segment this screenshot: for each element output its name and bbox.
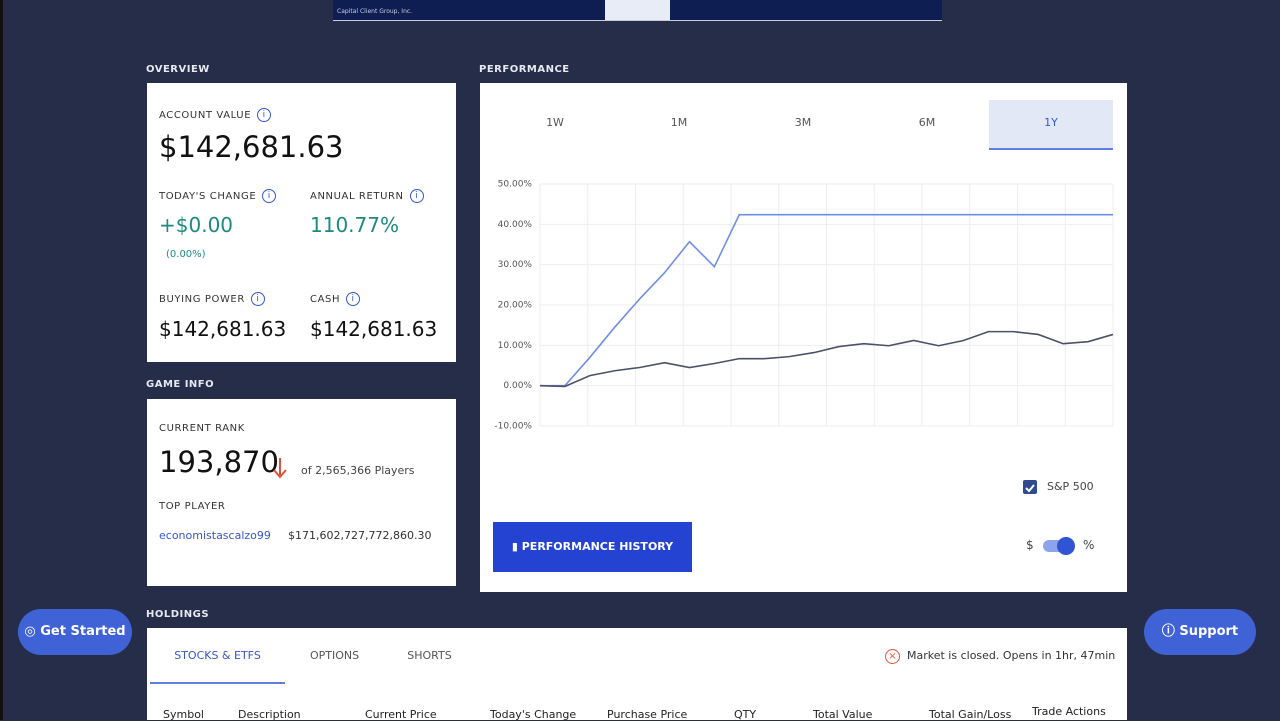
legend-label: S&P 500	[1047, 480, 1094, 493]
label: CASH i	[310, 292, 361, 306]
todays-change: +$0.00	[159, 213, 234, 237]
info-icon[interactable]: i	[409, 189, 424, 203]
info-icon[interactable]: i	[257, 108, 272, 122]
banner: Capital Client Group, Inc.	[333, 0, 942, 21]
y-tick-label: 50.00%	[498, 180, 533, 190]
column-header: Total Value	[813, 708, 873, 721]
range-tab[interactable]: 1Y	[989, 100, 1113, 150]
y-tick-label: 10.00%	[498, 341, 533, 351]
account-value: $142,681.63	[159, 130, 344, 164]
cash: $142,681.63	[310, 317, 438, 341]
y-tick-label: 40.00%	[498, 220, 533, 230]
top-player-value: $171,602,727,772,860.30	[288, 529, 432, 542]
column-header: Total Gain/Loss	[929, 708, 1012, 721]
market-status: Market is closed. Opens in 1hr, 47min	[907, 649, 1116, 662]
column-header: QTY	[734, 708, 757, 721]
range-tab[interactable]: 6M	[918, 116, 936, 129]
closed-icon: ×	[885, 649, 900, 664]
toggle-label: $	[1026, 538, 1034, 552]
y-tick-label: 0.00%	[503, 381, 532, 391]
button-text: Get Started	[40, 624, 126, 639]
performance-history-button[interactable]: ▮ PERFORMANCE HISTORY	[493, 522, 692, 572]
series-line	[540, 213, 1113, 387]
button-text: Support	[1179, 624, 1239, 639]
holdings-panel: STOCKS & ETFS OPTIONS SHORTS × Market is…	[147, 628, 1127, 721]
banner-image	[605, 0, 670, 20]
label-text: CASH	[310, 294, 341, 305]
holdings-tab[interactable]: STOCKS & ETFS	[150, 628, 285, 684]
section-title: OVERVIEW	[146, 64, 210, 75]
range-tabs: 1W 1M 3M 6M 1Y	[493, 100, 1113, 150]
series-line	[539, 330, 1114, 388]
left-edge	[0, 0, 3, 720]
section-title: PERFORMANCE	[479, 64, 570, 75]
current-rank: 193,870	[159, 445, 279, 479]
label-text: ANNUAL RETURN	[310, 191, 404, 202]
label-text: TODAY'S CHANGE	[159, 191, 257, 202]
annual-return: 110.77%	[310, 213, 399, 237]
column-header: Symbol	[163, 708, 204, 721]
label: ACCOUNT VALUE i	[159, 108, 272, 122]
column-header: Today's Change	[490, 708, 577, 721]
info-icon[interactable]: i	[262, 189, 277, 203]
label: CURRENT RANK	[159, 423, 245, 434]
performance-chart: -10.00% 0.00% 10.00% 20.00% 30.00% 40.00% 50.0…	[494, 180, 1114, 432]
y-tick-label: -10.00%	[494, 422, 532, 432]
label-text: ACCOUNT VALUE	[159, 110, 252, 121]
holdings-tab[interactable]: SHORTS	[407, 649, 452, 662]
buying-power: $142,681.63	[159, 317, 287, 341]
checkbox[interactable]	[1023, 480, 1037, 494]
toggle-label: %	[1083, 538, 1095, 552]
y-tick-label: 30.00%	[498, 260, 533, 270]
holdings-tab[interactable]: OPTIONS	[309, 649, 360, 662]
label-text: BUYING POWER	[159, 294, 245, 305]
column-header: Current Price	[365, 708, 437, 721]
column-header: Trade Actions	[1032, 705, 1106, 718]
down-arrow	[273, 458, 287, 479]
get-started-button[interactable]: ◎ Get Started	[18, 609, 132, 655]
todays-change-pct: (0.00%)	[166, 249, 206, 260]
column-header: Purchase Price	[607, 708, 688, 721]
range-tab[interactable]: 3M	[794, 116, 812, 129]
top-player-link[interactable]: economistascalzo99	[159, 529, 271, 542]
info-icon[interactable]: i	[250, 292, 265, 306]
banner-caption: Capital Client Group, Inc.	[337, 8, 413, 15]
y-tick-label: 20.00%	[498, 301, 533, 311]
label: BUYING POWER i	[159, 292, 265, 306]
button-text: PERFORMANCE HISTORY	[521, 540, 674, 553]
column-header: Description	[238, 708, 301, 721]
label: TOP PLAYER	[159, 501, 226, 512]
overview-panel: ACCOUNT VALUE i $142,681.63 TODAY'S CHANG…	[147, 83, 456, 362]
game-info-panel: CURRENT RANK 193,870 of 2,565,366 Player…	[147, 399, 456, 586]
info-icon[interactable]: i	[346, 292, 361, 306]
players: of 2,565,366 Players	[301, 464, 415, 477]
section-title: HOLDINGS	[146, 609, 210, 620]
label: ANNUAL RETURN i	[310, 189, 424, 203]
range-tab[interactable]: 1W	[546, 116, 564, 129]
performance-panel: 1W 1M 3M 6M 1Y -10.00% 0.00% 10.00% 20.00% 30.00…	[480, 83, 1127, 592]
label: TODAY'S CHANGE i	[159, 189, 277, 203]
toggle[interactable]	[1043, 537, 1075, 555]
support-button[interactable]: ⓘ Support	[1144, 609, 1256, 655]
range-tab[interactable]: 1M	[670, 116, 688, 129]
section-title: GAME INFO	[146, 379, 215, 390]
